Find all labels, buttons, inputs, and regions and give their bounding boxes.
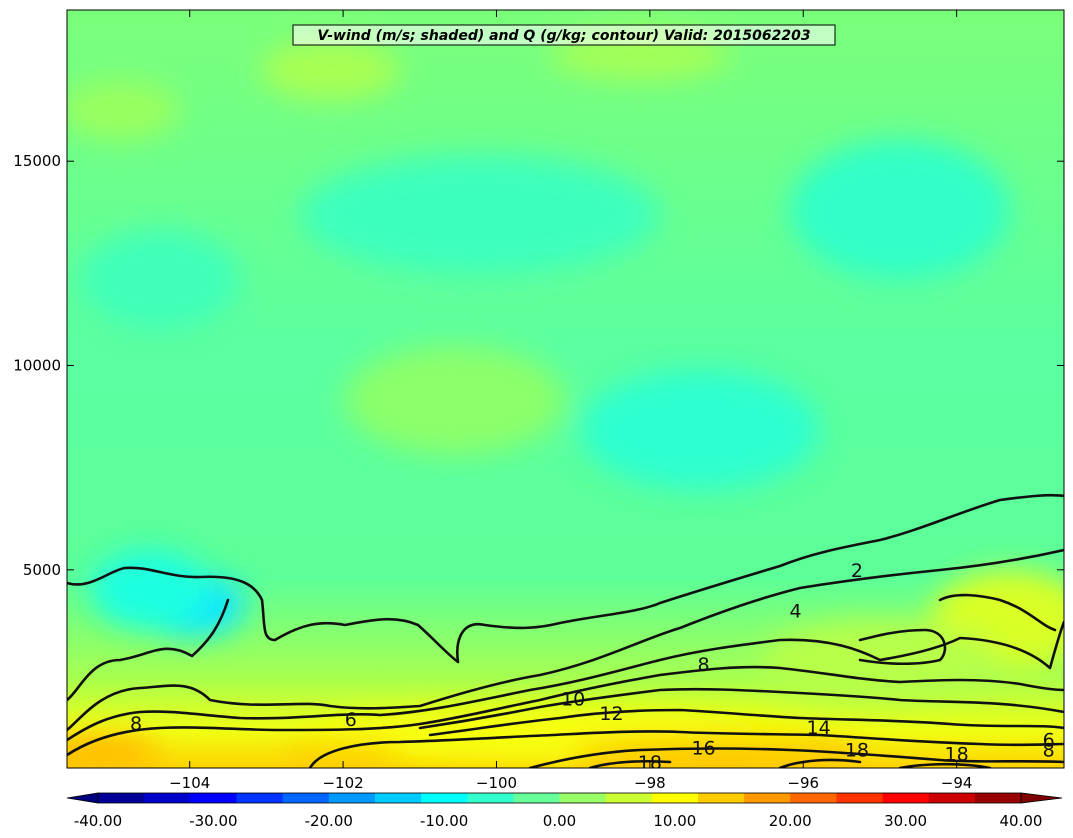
colorbar-tick-label: 10.00 <box>653 812 696 830</box>
colorbar-segment <box>467 793 514 803</box>
colorbar-segment <box>697 793 745 803</box>
colorbar-segment <box>328 793 376 803</box>
contour-label: 10 <box>561 689 585 711</box>
colorbar-extend-low <box>66 792 99 804</box>
q-contour-6 <box>67 620 1064 742</box>
shading-cyan-patch <box>80 230 240 330</box>
q-contours <box>67 493 1064 768</box>
q-contour-8 <box>67 665 1064 757</box>
colorbar-extend-high <box>1020 792 1063 804</box>
contour-label: 16 <box>691 738 715 760</box>
colorbar-segment <box>374 793 422 803</box>
shading-green-patch <box>260 40 400 100</box>
contour-label: 8 <box>697 654 709 676</box>
colorbar-tick-label: 0.00 <box>543 812 576 830</box>
colorbar-segment <box>144 793 191 803</box>
chart-title-box: V-wind (m/s; shaded) and Q (g/kg; contou… <box>292 24 836 46</box>
q-contour-2 <box>858 628 947 666</box>
contour-label: 2 <box>851 560 863 582</box>
y-tick-label: 10000 <box>13 357 61 375</box>
colorbar-tick-label: -40.00 <box>74 812 122 830</box>
shading-cyan-patch <box>580 370 820 490</box>
colorbar-segment <box>651 793 699 803</box>
contour-label: 6 <box>345 709 357 731</box>
q-contour-12 <box>428 708 1064 737</box>
q-contour-4 <box>67 548 1064 732</box>
shading-cyan-patch <box>790 140 1010 280</box>
colorbar-segment <box>605 793 653 803</box>
x-tick-label: −98 <box>634 774 666 792</box>
contour-label: 12 <box>599 703 623 725</box>
colorbar-segment <box>974 793 1022 803</box>
contour-label: 18 <box>945 744 969 766</box>
title-background <box>292 24 836 46</box>
shading-cyan-patch <box>300 155 660 275</box>
plot-frame <box>66 9 1065 769</box>
contour-label: 4 <box>790 601 802 623</box>
colorbar-segment <box>744 793 791 803</box>
colorbar-segment <box>282 793 330 803</box>
y-tick-label: 5000 <box>23 561 61 579</box>
x-tick-label: −104 <box>169 774 210 792</box>
q-contour-2 <box>67 598 230 702</box>
colorbar-tick-label: -30.00 <box>189 812 237 830</box>
chart-title: V-wind (m/s; shaded) and Q (g/kg; contou… <box>317 28 810 44</box>
contour-label: 8 <box>1043 740 1055 762</box>
v-wind-shading <box>67 10 1064 768</box>
colorbar-segment <box>513 793 561 803</box>
shading-green-patch <box>67 80 180 140</box>
x-tick-label: −94 <box>941 774 973 792</box>
x-tick-label: −100 <box>476 774 517 792</box>
contour-label: 18 <box>638 752 662 774</box>
shading-green-patch <box>345 345 565 455</box>
colorbar-segment <box>836 793 884 803</box>
q-contour-2 <box>67 493 1064 664</box>
q-contour-18 <box>588 758 992 768</box>
colorbar: -40.00 -30.00 -20.00 -10.00 0.00 10.00 20.00 30… <box>66 792 1063 830</box>
q-contour-2 <box>938 593 1057 632</box>
colorbar-tick-label: 20.00 <box>769 812 812 830</box>
colorbar-segment <box>928 793 976 803</box>
colorbar-segment <box>559 793 607 803</box>
shading-orange-patch <box>570 738 870 766</box>
colorbar-segment <box>790 793 837 803</box>
colorbar-tick-label: -20.00 <box>305 812 353 830</box>
contour-label: 6 <box>1043 729 1055 751</box>
colorbar-segment <box>190 793 238 803</box>
y-tick-label: 15000 <box>13 152 61 170</box>
colorbar-tick-label: -10.00 <box>420 812 468 830</box>
contour-label: 14 <box>806 717 830 739</box>
colorbar-segment <box>882 793 930 803</box>
x-axis: −104 −102 −100 −98 −96 −94 <box>169 10 972 792</box>
contour-label: 18 <box>845 740 869 762</box>
colorbar-frame <box>97 792 1022 804</box>
y-axis: 5000 10000 15000 <box>13 152 1064 579</box>
x-tick-label: −96 <box>787 774 819 792</box>
colorbar-segment <box>236 793 284 803</box>
colorbar-segment <box>421 793 468 803</box>
shading-blue-patch <box>90 550 210 630</box>
colorbar-tick-label: 40.00 <box>1000 812 1043 830</box>
x-tick-label: −102 <box>322 774 363 792</box>
q-contour-14 <box>308 730 1064 768</box>
colorbar-tick-label: 30.00 <box>884 812 927 830</box>
colorbar-segment <box>98 793 145 803</box>
q-contour-10 <box>418 687 1064 730</box>
q-contour-16 <box>528 747 1064 768</box>
contour-label: 8 <box>130 713 142 735</box>
